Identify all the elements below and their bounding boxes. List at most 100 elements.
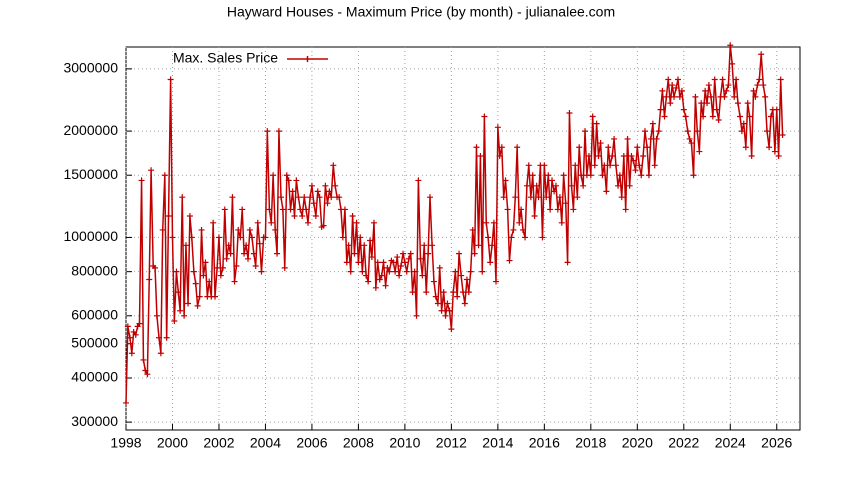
point (680, 106, 687, 113)
point (316, 194, 323, 201)
point (446, 307, 453, 314)
point (467, 268, 474, 275)
point (545, 172, 552, 179)
point (587, 172, 594, 179)
point (539, 234, 546, 241)
point (618, 194, 625, 201)
point (136, 320, 143, 327)
point (409, 289, 416, 296)
point (434, 300, 441, 307)
point (274, 250, 281, 257)
point (593, 120, 600, 127)
point (696, 148, 703, 155)
point (572, 162, 579, 169)
point (663, 93, 670, 100)
point (673, 84, 680, 91)
point (644, 144, 651, 151)
point (465, 289, 472, 296)
point (405, 255, 412, 262)
point (123, 399, 129, 406)
point (622, 206, 629, 213)
point (582, 128, 589, 135)
point (283, 172, 290, 179)
point (626, 182, 633, 189)
point (661, 113, 668, 120)
point (411, 268, 418, 275)
point (202, 259, 209, 266)
point (152, 264, 159, 271)
legend-label: Max. Sales Price (173, 50, 278, 66)
point (351, 250, 358, 257)
point (771, 148, 778, 155)
point (206, 278, 213, 285)
point (159, 226, 166, 233)
point (676, 93, 683, 100)
point (291, 212, 298, 219)
point (328, 194, 335, 201)
point (624, 135, 631, 142)
point (721, 93, 728, 100)
point (562, 200, 569, 207)
point (171, 317, 178, 324)
point (682, 113, 689, 120)
point (215, 234, 222, 241)
point (659, 87, 666, 94)
point (444, 300, 451, 307)
point (275, 128, 282, 135)
x-tick-label: 2008 (343, 435, 374, 451)
point (237, 234, 244, 241)
point (217, 272, 224, 279)
point (182, 242, 189, 249)
point (248, 234, 255, 241)
point (165, 212, 172, 219)
point (295, 194, 302, 201)
point (737, 113, 744, 120)
point (452, 268, 459, 275)
point (192, 280, 199, 287)
point (175, 289, 182, 296)
point (221, 206, 228, 213)
point (308, 182, 315, 189)
point (400, 250, 407, 257)
point (684, 128, 691, 135)
point (419, 272, 426, 279)
point (560, 172, 567, 179)
point (667, 100, 674, 107)
point (382, 282, 389, 289)
x-tick-label: 2024 (715, 435, 746, 451)
point (723, 87, 730, 94)
point (212, 293, 219, 300)
point (140, 356, 147, 363)
point (285, 177, 292, 184)
point (547, 206, 554, 213)
point (144, 371, 151, 378)
y-tick-label: 1000000 (63, 228, 118, 244)
point (181, 312, 188, 319)
point (440, 289, 447, 296)
point (188, 234, 195, 241)
point (665, 76, 672, 83)
point (750, 87, 757, 94)
point (299, 212, 306, 219)
point (512, 194, 519, 201)
y-tick-label: 800000 (71, 262, 118, 278)
point (632, 167, 639, 174)
point (777, 76, 784, 83)
point (303, 206, 310, 213)
point (245, 255, 252, 262)
x-tick-label: 2002 (203, 435, 234, 451)
point (531, 212, 538, 219)
point (223, 255, 230, 262)
point (258, 268, 265, 275)
point (128, 350, 135, 357)
point (448, 326, 455, 333)
x-tick-label: 1998 (110, 435, 141, 451)
point (653, 135, 660, 142)
point (241, 250, 248, 257)
y-tick-label: 400000 (71, 369, 118, 385)
point (504, 206, 511, 213)
point (461, 300, 468, 307)
point (597, 140, 604, 147)
point (527, 194, 534, 201)
